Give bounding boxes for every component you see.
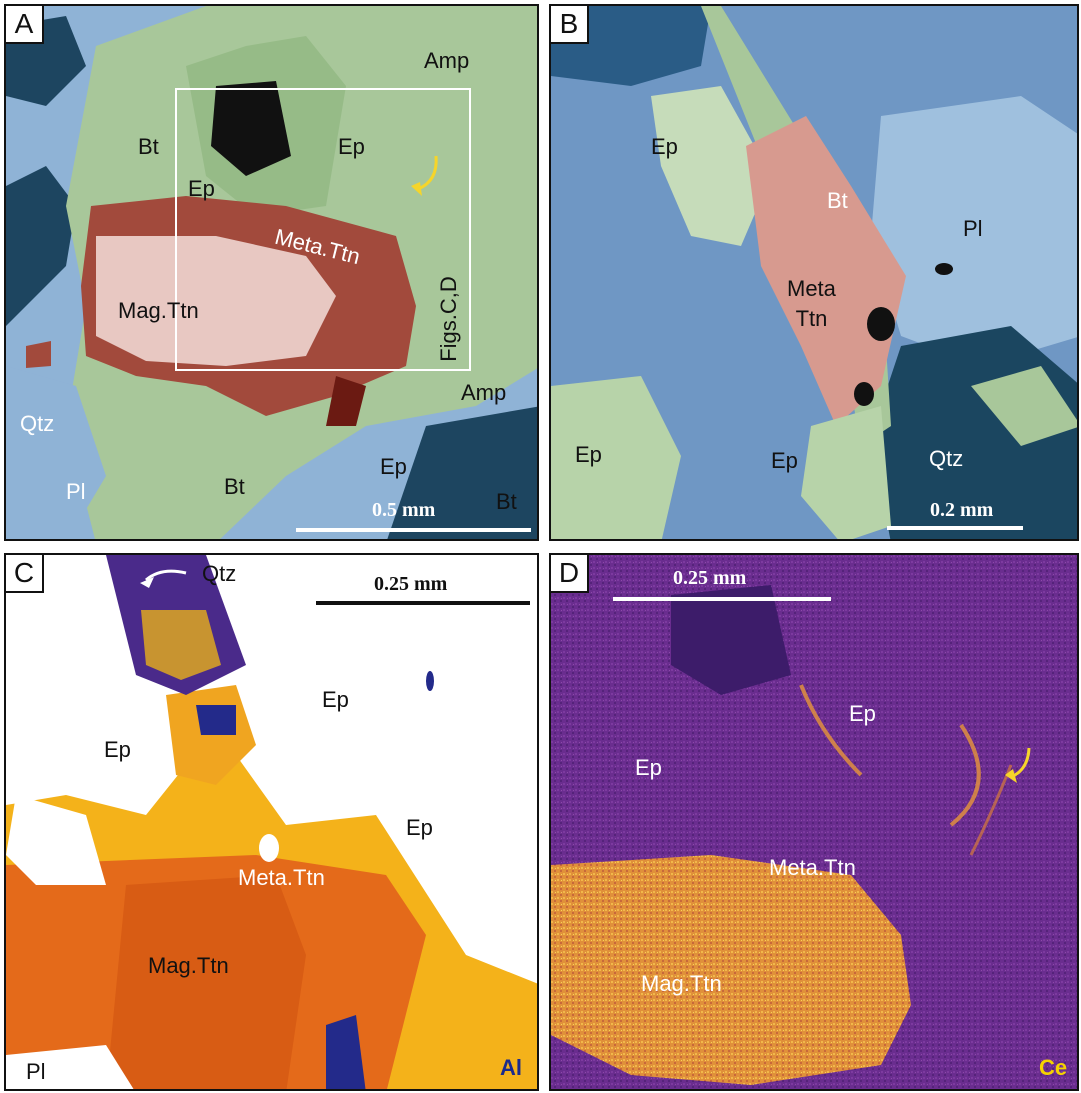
panel-c: C Qtz Ep Ep Ep Meta.Ttn Mag.Ttn Pl 0.25 …: [4, 553, 539, 1091]
mineral-label-ep: Ep: [406, 815, 433, 840]
mineral-label-amp: Amp: [424, 48, 470, 73]
mineral-label-figs: Figs.C,D: [435, 276, 461, 362]
mineral-label-meta-ttn: Meta.Ttn: [238, 865, 325, 890]
mineral-label-ep: Ep: [651, 134, 678, 159]
panel-c-label: C: [6, 555, 44, 593]
mineral-label-bt: Bt: [138, 134, 159, 159]
panel-c-al-map: [6, 555, 537, 1089]
scale-bar-label: 0.2 mm: [930, 499, 994, 521]
mineral-label-amp: Amp: [461, 380, 507, 405]
mineral-label-bt: Bt: [224, 474, 245, 499]
scale-bar-label: 0.25 mm: [374, 573, 448, 595]
mineral-label-ep: Ep: [635, 755, 662, 780]
mineral-label-bt: Bt: [827, 188, 848, 213]
scale-bar-label: 0.25 mm: [673, 567, 747, 589]
panel-a-micrograph: [6, 6, 537, 539]
mineral-label-ep: Ep: [104, 737, 131, 762]
panel-d: D Ep Ep Meta.Ttn Mag.Ttn 0.25 mm Ce: [549, 553, 1079, 1091]
mineral-label-ep: Ep: [771, 448, 798, 473]
mineral-label-bt: Bt: [496, 489, 517, 514]
mineral-label-pl: Pl: [66, 479, 86, 504]
panel-b-label: B: [551, 6, 589, 44]
mineral-label-ep: Ep: [322, 687, 349, 712]
mineral-label-meta-ttn: Meta.Ttn: [769, 855, 856, 880]
panel-a: A Amp Bt Ep Ep Meta.Ttn Mag.Ttn Figs.C,D…: [4, 4, 539, 541]
mineral-label-qtz: Qtz: [20, 411, 55, 436]
mineral-label-pl: Pl: [26, 1059, 46, 1084]
element-label-ce: Ce: [1039, 1055, 1068, 1080]
mineral-label-mag-ttn: Mag.Ttn: [148, 953, 229, 978]
panel-d-ce-map: [551, 555, 1077, 1089]
mineral-label-ep: Ep: [338, 134, 365, 159]
mineral-label-qtz: Qtz: [929, 446, 964, 471]
panel-b-micrograph: [551, 6, 1077, 539]
mineral-label-mag-ttn: Mag.Ttn: [641, 971, 722, 996]
mineral-label-mag-ttn: Mag.Ttn: [118, 298, 199, 323]
panel-b: B Ep Bt Pl Meta Ttn Ep Ep Qtz 0.2 mm: [549, 4, 1079, 541]
scale-bar-label: 0.5 mm: [372, 499, 436, 521]
mineral-label-ep: Ep: [188, 176, 215, 201]
mineral-label-qtz: Qtz: [202, 561, 237, 586]
mineral-label-meta-ttn: Meta Ttn: [787, 276, 836, 331]
mineral-label-ep: Ep: [380, 454, 407, 479]
mineral-label-pl: Pl: [963, 216, 983, 241]
mineral-label-ep: Ep: [849, 701, 876, 726]
mineral-label-ep: Ep: [575, 442, 602, 467]
element-label-al: Al: [500, 1055, 522, 1080]
panel-a-label: A: [6, 6, 44, 44]
panel-d-label: D: [551, 555, 589, 593]
